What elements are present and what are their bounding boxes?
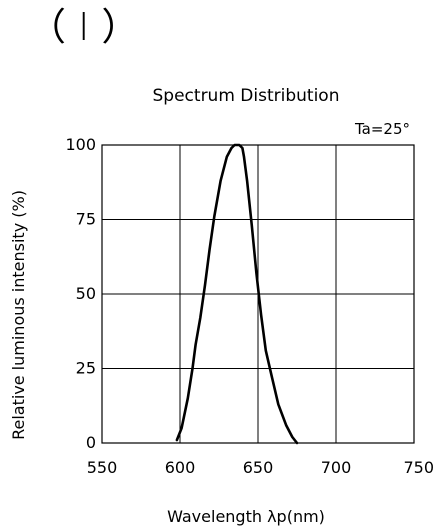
y-tick-label: 50 xyxy=(76,284,96,303)
y-axis-tick-labels: 0 25 50 75 100 xyxy=(65,135,96,452)
y-axis-label: Relative luminous intensity (%) xyxy=(9,190,28,440)
chart-title: Spectrum Distribution xyxy=(153,86,340,106)
y-tick-label: 100 xyxy=(65,135,96,154)
x-axis-label: Wavelength λp(nm) xyxy=(167,507,325,526)
x-tick-label: 550 xyxy=(87,458,118,477)
chart-annotation: Ta=25° xyxy=(354,120,410,138)
plot-frame xyxy=(101,144,415,444)
y-tick-label: 25 xyxy=(76,359,96,378)
y-tick-label: 75 xyxy=(76,210,96,229)
x-axis-tick-labels: 550 600 650 700 750 xyxy=(87,458,434,477)
x-tick-label: 700 xyxy=(321,458,352,477)
x-tick-label: 650 xyxy=(243,458,274,477)
x-tick-label: 600 xyxy=(165,458,196,477)
y-tick-label: 0 xyxy=(86,433,96,452)
x-tick-label: 750 xyxy=(403,458,434,477)
section-label: （ I ） xyxy=(28,5,139,49)
spectrum-curve xyxy=(175,143,299,445)
